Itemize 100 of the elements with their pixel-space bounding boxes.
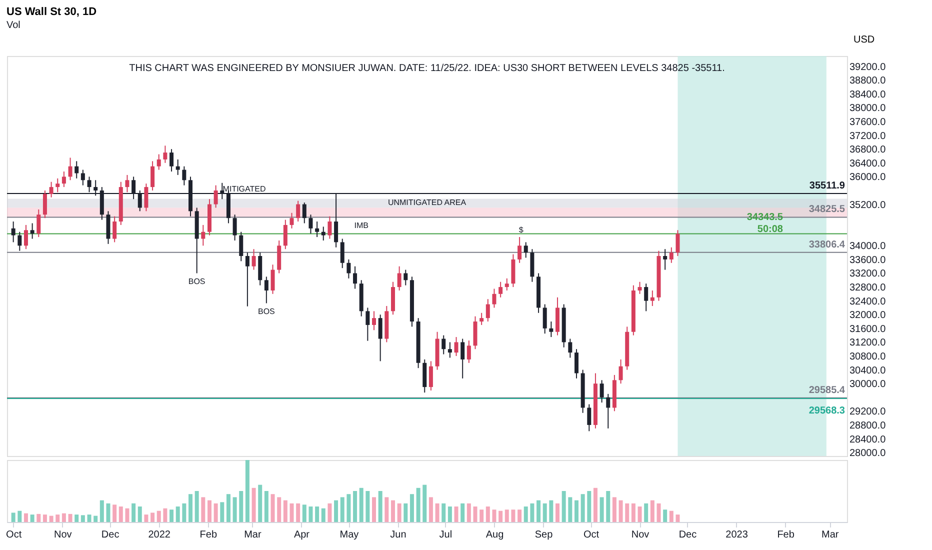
candlestick — [156, 154, 161, 170]
candlestick — [56, 178, 60, 193]
bar — [410, 494, 414, 522]
x-tick-label: Sep — [534, 530, 554, 540]
y-tick-label: 31600.0 — [850, 324, 886, 335]
candlestick — [163, 145, 168, 164]
candlestick — [49, 181, 54, 198]
bar — [574, 500, 578, 522]
candlestick — [252, 248, 256, 270]
bar — [74, 514, 79, 522]
bar — [631, 503, 636, 522]
bar — [315, 506, 320, 522]
bar — [80, 515, 85, 522]
y-tick-label: 33200.0 — [850, 268, 886, 280]
candlestick — [606, 393, 610, 429]
x-tick-label: 2023 — [726, 530, 748, 540]
candlestick — [176, 158, 180, 176]
bar — [454, 506, 458, 522]
candlestick — [296, 200, 300, 222]
bar — [18, 510, 22, 522]
bar — [530, 503, 534, 522]
bar — [239, 491, 244, 522]
bar — [390, 500, 395, 522]
y-tick-label: 28800.0 — [850, 420, 886, 432]
candlestick — [353, 266, 358, 290]
bar — [366, 491, 370, 522]
y-tick-label: 36000.0 — [850, 172, 886, 184]
bar — [258, 484, 262, 522]
candlestick — [150, 160, 155, 191]
candlestick — [239, 231, 244, 262]
bar — [24, 513, 28, 522]
candlestick — [676, 230, 680, 256]
y-tick-label: 36400.0 — [850, 158, 886, 170]
candlestick — [486, 298, 490, 322]
bar — [30, 514, 34, 522]
bar — [498, 510, 503, 522]
bar — [542, 503, 547, 522]
bar — [353, 491, 358, 522]
bar — [549, 500, 554, 522]
candlestick — [492, 288, 496, 308]
candlestick — [454, 336, 458, 356]
x-tick-label: Aug — [486, 530, 504, 540]
bar — [201, 497, 206, 522]
x-tick-label: Mar — [821, 530, 840, 540]
candlestick — [125, 174, 130, 193]
bar — [62, 513, 66, 522]
candlestick — [245, 252, 250, 307]
bar — [340, 497, 344, 522]
x-tick-label: Mar — [244, 530, 262, 540]
ref-line-label: 29568.3 — [808, 405, 846, 416]
bar — [87, 514, 92, 522]
x-tick-label: Jun — [390, 530, 406, 540]
x-tick-label: Feb — [777, 530, 795, 540]
bar — [156, 510, 161, 522]
bar — [56, 514, 60, 522]
bar — [593, 488, 598, 522]
bar — [638, 506, 642, 522]
bar — [536, 500, 541, 522]
candlestick — [428, 360, 433, 391]
candlestick — [80, 169, 85, 186]
y-tick-label: 30400.0 — [850, 365, 886, 376]
candlestick — [170, 148, 174, 172]
bar — [676, 514, 680, 522]
candlestick — [182, 166, 186, 186]
candlestick — [270, 264, 275, 294]
bar — [568, 497, 572, 522]
candlestick — [460, 338, 465, 379]
bar — [328, 503, 332, 522]
candlestick — [372, 310, 376, 331]
bar — [264, 491, 268, 522]
candlestick — [366, 307, 370, 342]
candlestick — [466, 340, 471, 364]
x-tick-label: Nov — [631, 530, 650, 540]
bar — [397, 503, 402, 522]
bar — [112, 504, 117, 522]
bar — [669, 510, 674, 522]
y-tick-label: 30000.0 — [850, 379, 886, 390]
candlestick — [442, 334, 446, 355]
candlestick — [232, 214, 237, 241]
bar — [42, 514, 47, 522]
bar — [625, 503, 630, 522]
bar — [321, 508, 326, 522]
bar — [606, 491, 610, 522]
y-tick-label: 35200.0 — [850, 200, 886, 211]
x-tick-label: Nov — [54, 530, 72, 540]
bar — [656, 503, 661, 522]
bar — [504, 510, 509, 522]
annotation: IMB — [354, 220, 368, 230]
bar — [214, 503, 218, 522]
y-axis-title: USD — [854, 34, 875, 46]
candlestick — [11, 221, 16, 243]
candlestick — [404, 269, 408, 286]
y-tick-label: 37200.0 — [850, 130, 886, 142]
bar — [562, 491, 566, 522]
bar — [290, 503, 294, 522]
bar — [270, 494, 275, 522]
bar — [94, 516, 98, 522]
candlestick — [346, 258, 351, 279]
candlestick — [644, 283, 648, 312]
candlestick — [18, 231, 22, 252]
